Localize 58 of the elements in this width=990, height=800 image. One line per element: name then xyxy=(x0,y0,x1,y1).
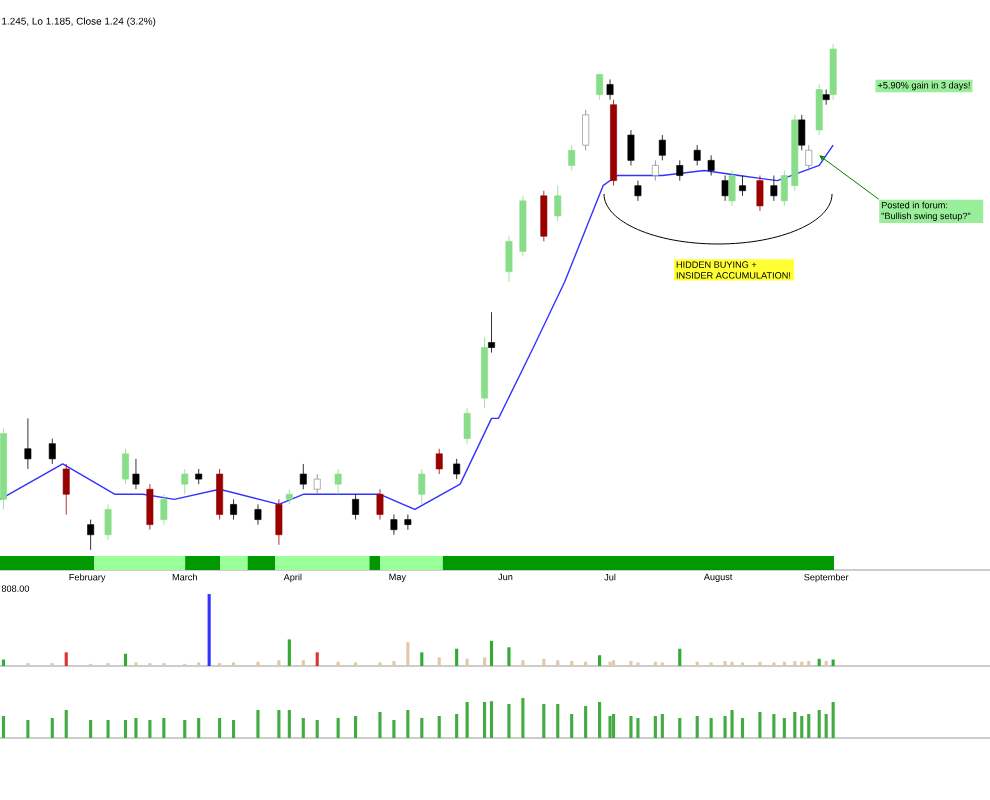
bar xyxy=(380,556,443,571)
bar xyxy=(220,556,248,571)
bar xyxy=(185,556,221,571)
candlestick xyxy=(596,73,604,101)
candlestick xyxy=(181,468,189,495)
candlestick xyxy=(299,463,307,490)
candlestick xyxy=(693,144,701,166)
bar xyxy=(369,556,381,571)
candlestick xyxy=(739,175,746,197)
candlestick xyxy=(658,134,666,161)
candlestick xyxy=(505,235,513,283)
candlestick xyxy=(404,514,412,531)
candlestick xyxy=(87,519,95,551)
candlestick xyxy=(707,154,715,176)
candlestick xyxy=(230,498,237,520)
candlestick xyxy=(829,43,837,101)
bar xyxy=(94,556,186,571)
candlestick xyxy=(418,468,426,505)
candlestick xyxy=(24,418,32,470)
candlestick xyxy=(627,129,635,166)
candlestick xyxy=(146,483,154,531)
candlestick xyxy=(676,159,684,182)
bar xyxy=(275,556,370,571)
candlestick xyxy=(62,463,70,515)
candlestick xyxy=(132,458,140,490)
candlestick xyxy=(568,144,576,171)
candlestick xyxy=(104,504,112,541)
candlestick xyxy=(770,175,778,202)
candlestick xyxy=(554,185,562,222)
candlestick xyxy=(390,514,398,536)
candlestick xyxy=(798,114,806,151)
candlestick xyxy=(352,493,359,520)
candlestick xyxy=(254,504,262,526)
candlestick xyxy=(721,175,729,202)
candlestick xyxy=(488,311,495,354)
candlestick xyxy=(606,79,614,101)
candlestick xyxy=(756,175,764,212)
candlestick xyxy=(540,190,548,242)
candlestick xyxy=(805,144,813,171)
candlestick xyxy=(334,468,342,495)
candlestick xyxy=(48,438,56,465)
bar xyxy=(0,556,95,571)
candlestick xyxy=(435,448,443,475)
candlestick xyxy=(160,493,168,526)
candlestick xyxy=(651,159,659,182)
candlestick xyxy=(463,407,471,445)
candlestick xyxy=(634,180,642,202)
candlestick xyxy=(453,458,461,480)
bar xyxy=(442,556,834,571)
candlestick xyxy=(216,468,224,520)
candlestick xyxy=(582,109,590,151)
candlestick xyxy=(122,448,129,485)
candlestick xyxy=(275,498,283,546)
candlestick xyxy=(313,473,321,495)
bar xyxy=(247,556,276,571)
candlestick xyxy=(728,170,736,207)
candlestick xyxy=(815,84,823,136)
candlestick xyxy=(376,488,384,520)
